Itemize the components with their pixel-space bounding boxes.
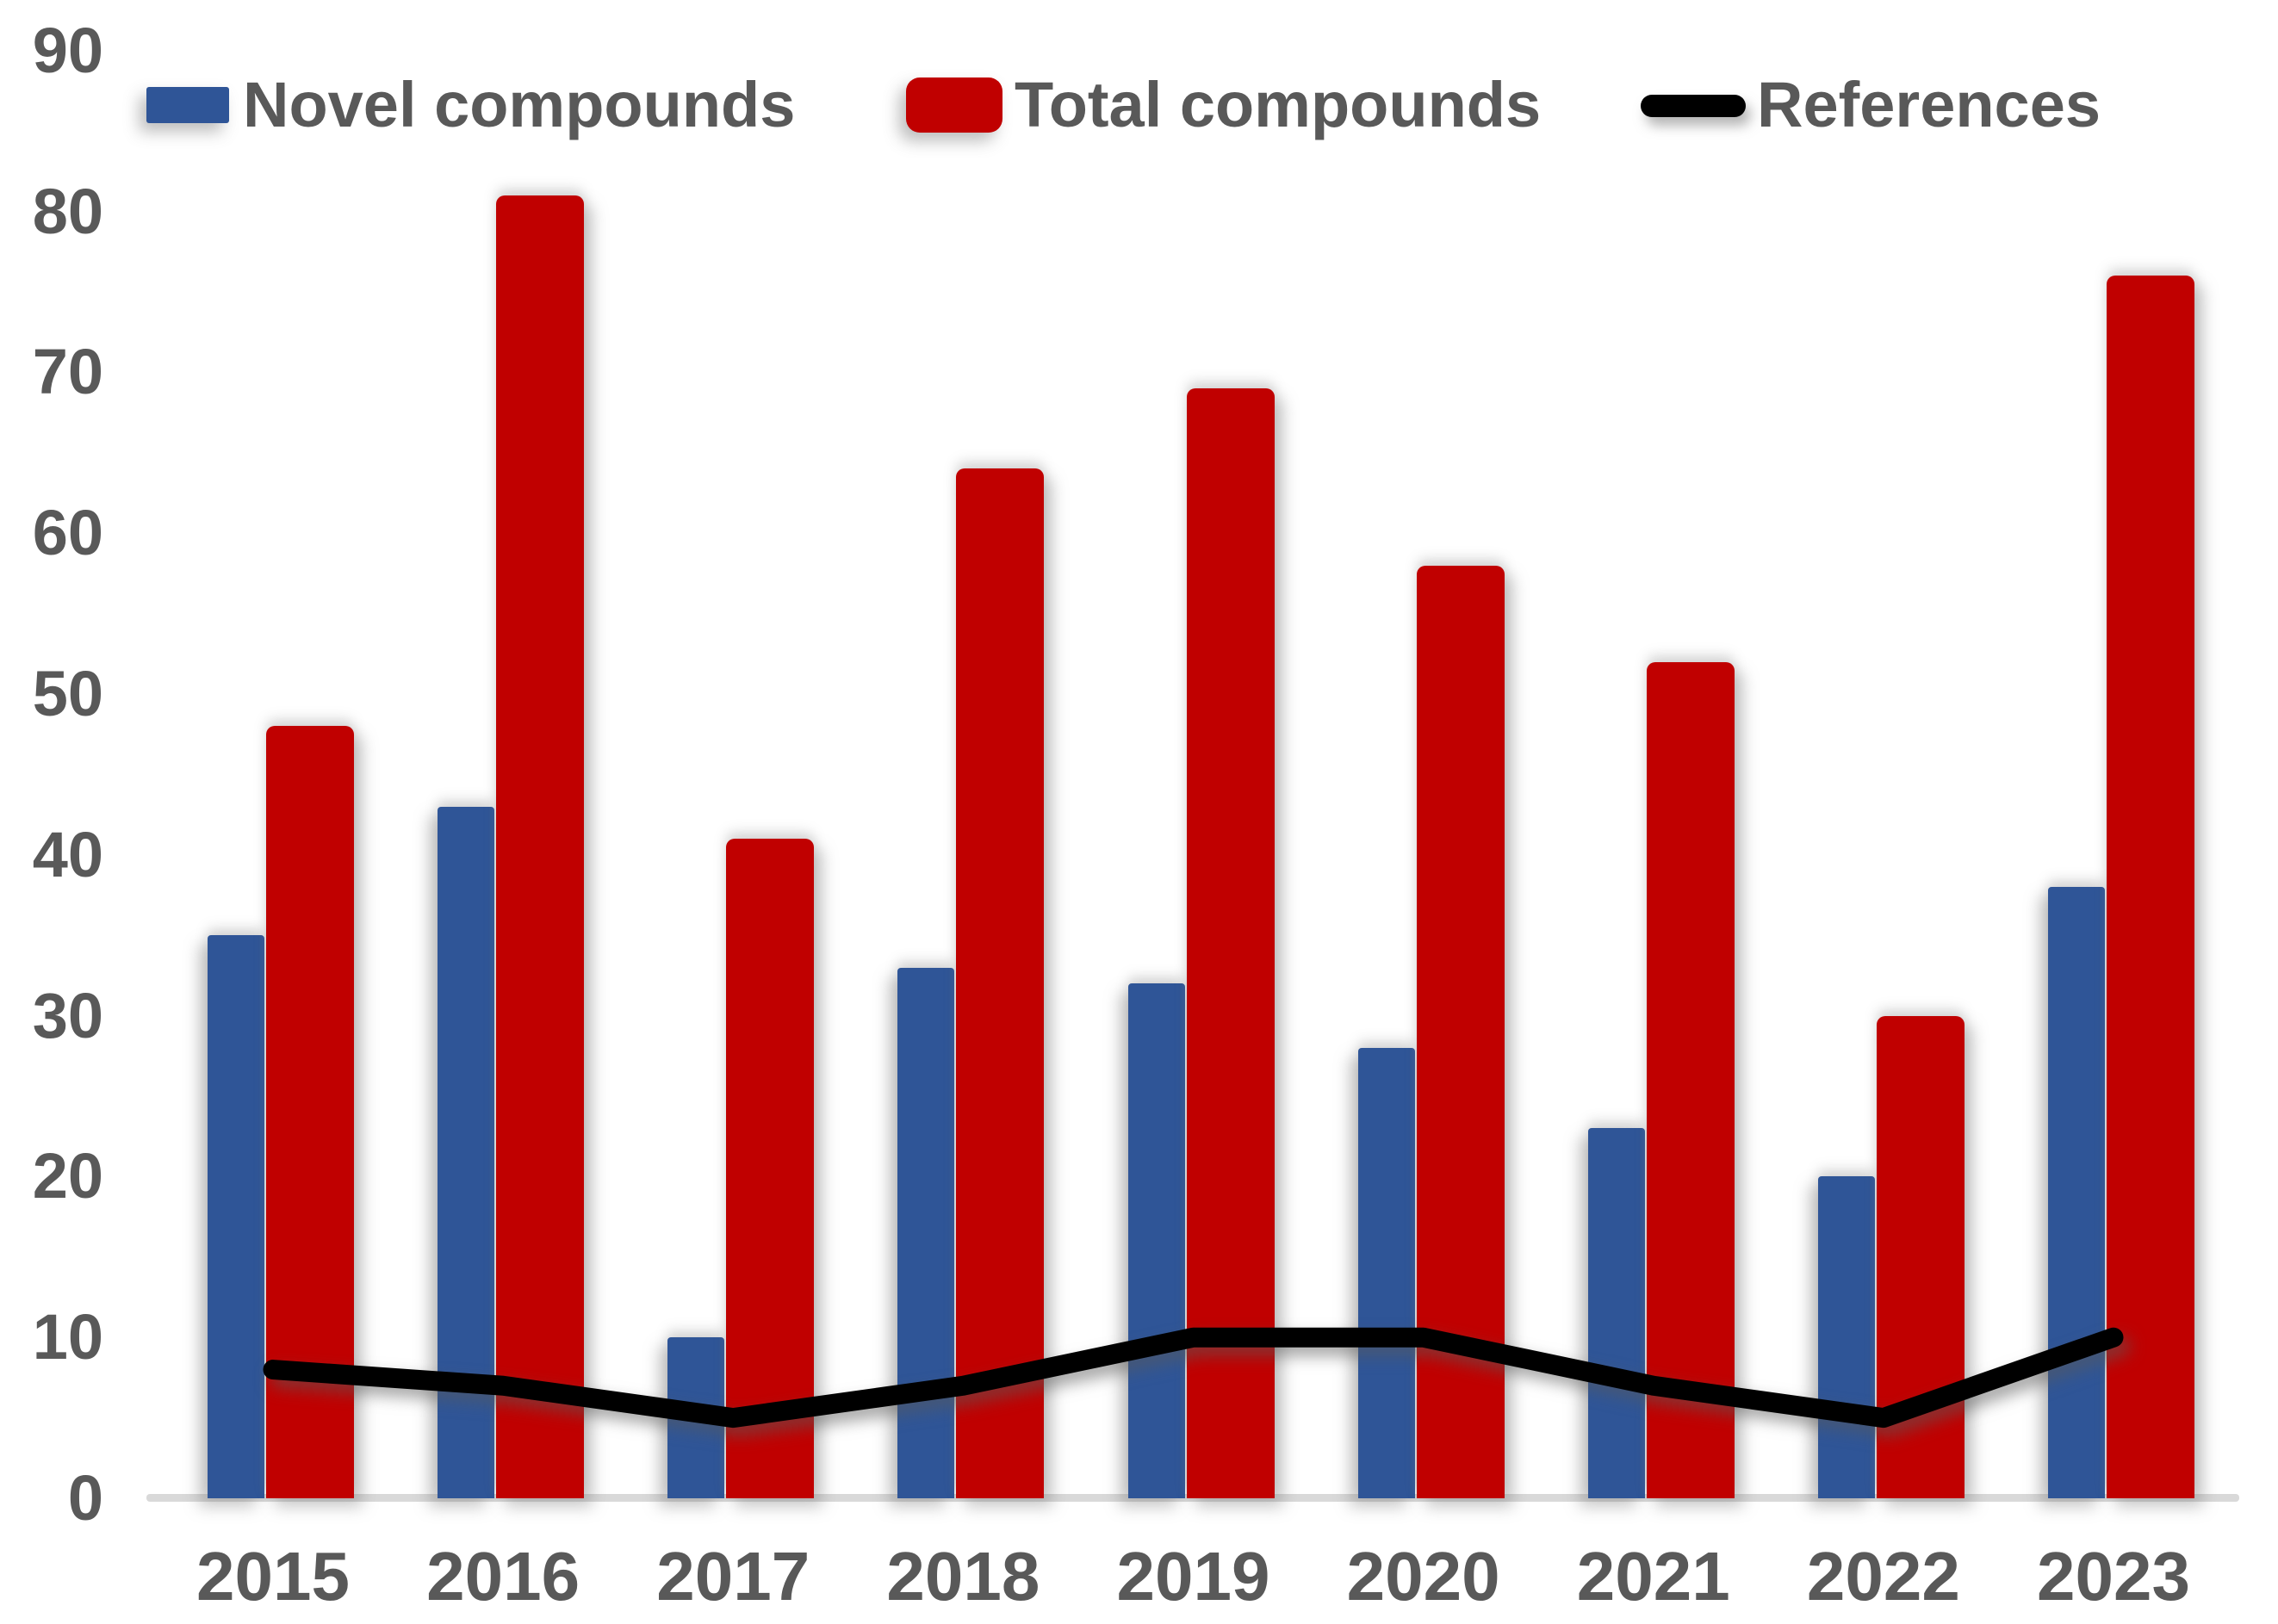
bar-novel-compounds-2020 — [1357, 1047, 1415, 1498]
legend-label-total-compounds: Total compounds — [1015, 69, 1542, 140]
x-tick-label-2020: 2020 — [1346, 1538, 1500, 1615]
y-tick-label-40: 40 — [32, 818, 103, 890]
x-tick-label-2022: 2022 — [1806, 1538, 1960, 1615]
bar-novel-compounds-2015 — [208, 935, 264, 1498]
x-tick-label-2017: 2017 — [656, 1538, 810, 1615]
bar-total-compounds-2022 — [1876, 1015, 1965, 1498]
y-tick-label-90: 90 — [32, 14, 103, 86]
bar-total-compounds-2017 — [726, 839, 815, 1498]
bar-novel-compounds-2023 — [2048, 887, 2105, 1498]
legend-label-novel-compounds: Novel compounds — [243, 69, 796, 140]
legend-swatch-total-compounds — [906, 77, 1002, 133]
y-tick-label-0: 0 — [67, 1462, 103, 1534]
x-tick-label-2019: 2019 — [1116, 1538, 1270, 1615]
bar-novel-compounds-2019 — [1127, 983, 1185, 1498]
y-tick-label-20: 20 — [32, 1140, 103, 1212]
bar-total-compounds-2019 — [1186, 388, 1275, 1498]
bar-novel-compounds-2016 — [438, 806, 495, 1498]
legend-label-references: References — [1757, 69, 2101, 140]
bar-novel-compounds-2022 — [1817, 1176, 1875, 1498]
y-tick-label-50: 50 — [32, 658, 103, 729]
x-tick-label-2023: 2023 — [2037, 1538, 2190, 1615]
legend-swatch-novel-compounds — [146, 87, 229, 123]
x-tick-label-2015: 2015 — [196, 1538, 350, 1615]
y-tick-label-60: 60 — [32, 497, 103, 569]
legend-swatch-references — [1641, 95, 1746, 117]
bar-total-compounds-2021 — [1646, 661, 1735, 1498]
bar-total-compounds-2023 — [2107, 276, 2194, 1498]
bar-novel-compounds-2021 — [1587, 1128, 1645, 1498]
bar-novel-compounds-2018 — [897, 967, 955, 1498]
y-tick-label-10: 10 — [32, 1301, 103, 1373]
bar-total-compounds-2018 — [956, 468, 1045, 1498]
bar-total-compounds-2015 — [266, 726, 354, 1498]
y-tick-label-30: 30 — [32, 979, 103, 1051]
bar-novel-compounds-2017 — [667, 1337, 725, 1498]
y-tick-label-70: 70 — [32, 336, 103, 408]
y-tick-label-80: 80 — [32, 175, 103, 247]
bar-total-compounds-2016 — [496, 195, 585, 1498]
x-tick-label-2021: 2021 — [1576, 1538, 1730, 1615]
bar-total-compounds-2020 — [1416, 565, 1505, 1498]
x-tick-label-2018: 2018 — [886, 1538, 1040, 1615]
x-tick-label-2016: 2016 — [426, 1538, 580, 1615]
